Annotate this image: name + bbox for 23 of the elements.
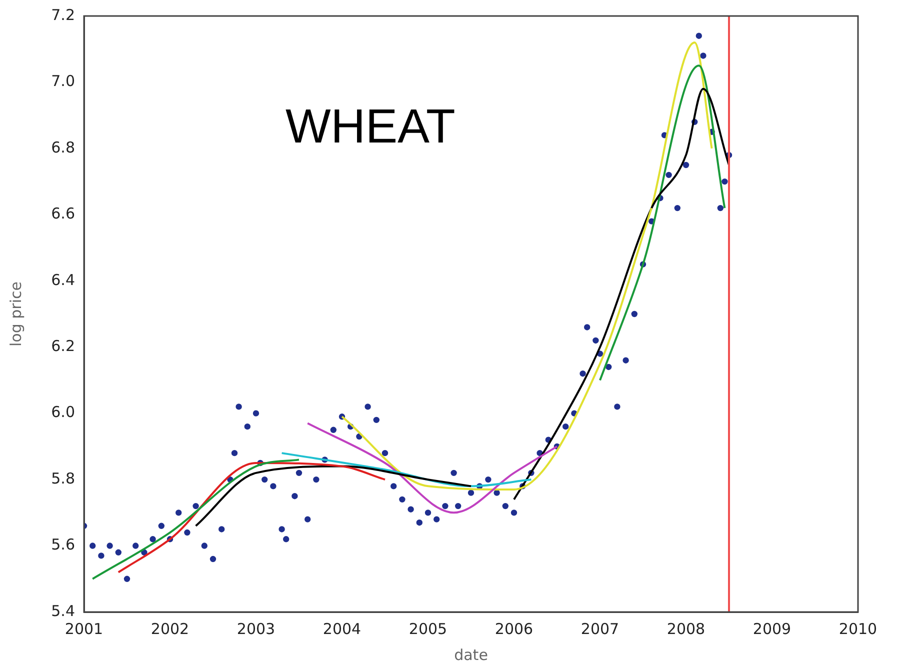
x-tick-label: 2003 [236, 620, 276, 638]
x-tick-label: 2009 [752, 620, 792, 638]
x-tick-label: 2004 [322, 620, 362, 638]
x-tick-label: 2001 [64, 620, 104, 638]
x-tick-label: 2010 [838, 620, 878, 638]
y-tick-label: 6.4 [51, 270, 75, 289]
y-tick-label: 7.0 [51, 72, 75, 90]
y-tick-label: 6.2 [51, 337, 75, 355]
x-tick-label: 2005 [408, 620, 448, 638]
x-tick-label: 2002 [150, 620, 190, 638]
y-tick-label: 6.0 [51, 403, 75, 422]
y-tick-label: 6.6 [51, 204, 75, 223]
text: WHEAT [285, 100, 456, 154]
x-tick-label: 2006 [494, 620, 534, 638]
x-tick-label: 2007 [580, 620, 620, 638]
y-tick-label: 5.8 [51, 469, 75, 488]
x-axis-title: date [454, 646, 488, 664]
y-tick-label: 7.2 [51, 6, 75, 24]
y-tick-label: 6.8 [51, 138, 75, 156]
x-tick-label: 2008 [666, 620, 706, 638]
y-axis-title: log price [6, 282, 25, 346]
y-tick-label: 5.4 [51, 602, 75, 620]
y-tick-label: 5.6 [51, 536, 75, 554]
